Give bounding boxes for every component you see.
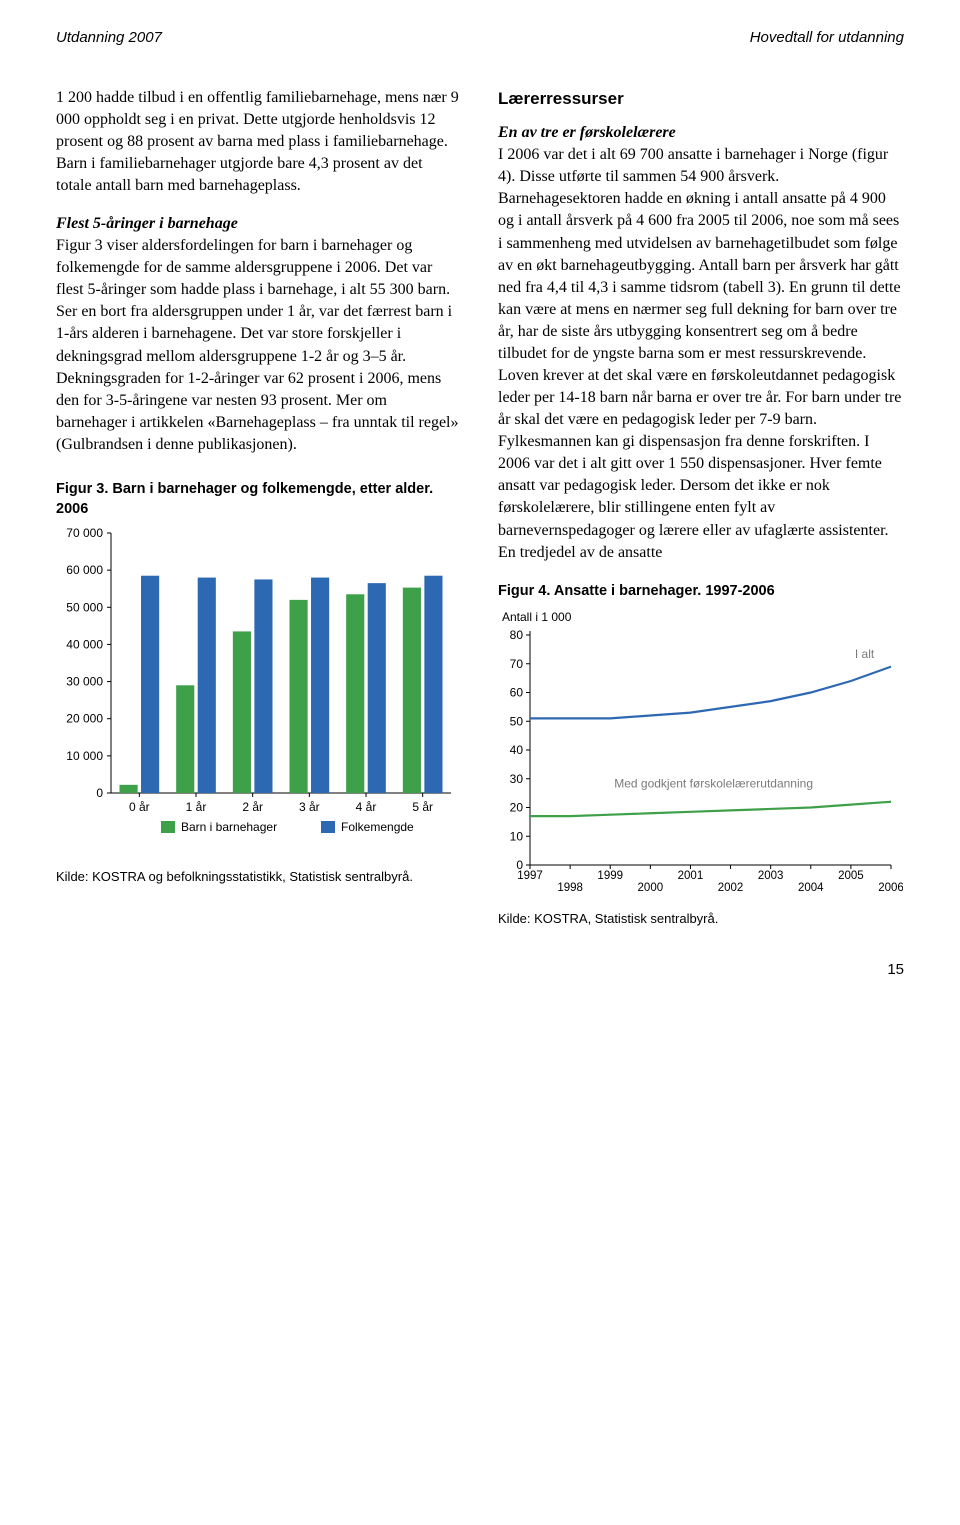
svg-text:2005: 2005: [838, 870, 864, 882]
left-subhead: Flest 5-åringer i barnehage: [56, 215, 238, 232]
svg-text:Barn i barnehager: Barn i barnehager: [181, 820, 277, 834]
figure-3-source: Kilde: KOSTRA og befolkningsstatistikk, …: [56, 868, 462, 886]
svg-text:Folkemengde: Folkemengde: [341, 820, 414, 834]
svg-text:2004: 2004: [798, 882, 824, 894]
svg-text:80: 80: [510, 628, 524, 642]
svg-text:2000: 2000: [638, 882, 664, 894]
figure-4: Figur 4. Ansatte i barnehager. 1997-2006…: [498, 582, 904, 929]
svg-text:70 000: 70 000: [66, 526, 103, 540]
header-right: Hovedtall for utdanning: [750, 28, 904, 49]
svg-text:Med godkjent førskolelærerutda: Med godkjent førskolelærerutdanning: [614, 777, 813, 791]
running-header: Utdanning 2007 Hovedtall for utdanning: [56, 28, 904, 49]
two-column-body: 1 200 hadde tilbud i en offentlig famili…: [56, 87, 904, 929]
svg-text:4 år: 4 år: [356, 800, 377, 814]
page-number: 15: [56, 960, 904, 981]
svg-text:30 000: 30 000: [66, 675, 103, 689]
svg-text:2001: 2001: [678, 870, 704, 882]
header-left: Utdanning 2007: [56, 28, 162, 49]
svg-text:20: 20: [510, 801, 524, 815]
figure-4-title: Figur 4. Ansatte i barnehager. 1997-2006: [498, 582, 904, 602]
svg-text:50 000: 50 000: [66, 600, 103, 614]
svg-text:0: 0: [96, 786, 103, 800]
svg-text:10 000: 10 000: [66, 749, 103, 763]
left-para-2: Figur 3 viser aldersfordelingen for barn…: [56, 237, 459, 453]
svg-text:60: 60: [510, 686, 524, 700]
svg-text:2003: 2003: [758, 870, 784, 882]
figure-4-source: Kilde: KOSTRA, Statistisk sentralbyrå.: [498, 910, 904, 928]
svg-text:60 000: 60 000: [66, 563, 103, 577]
svg-text:Antall i 1 000: Antall i 1 000: [502, 610, 572, 624]
right-subhead: En av tre er førskolelærere: [498, 124, 676, 141]
left-column: 1 200 hadde tilbud i en offentlig famili…: [56, 87, 462, 929]
svg-text:I alt: I alt: [855, 647, 875, 661]
svg-text:70: 70: [510, 657, 524, 671]
svg-text:30: 30: [510, 772, 524, 786]
svg-text:1997: 1997: [517, 870, 543, 882]
section-heading: Lærerressurser: [498, 87, 904, 110]
right-para-1: I 2006 var det i alt 69 700 ansatte i ba…: [498, 146, 901, 560]
svg-text:50: 50: [510, 715, 524, 729]
right-column: Lærerressurser En av tre er førskolelære…: [498, 87, 904, 929]
svg-text:1 år: 1 år: [186, 800, 207, 814]
left-para-1: 1 200 hadde tilbud i en offentlig famili…: [56, 87, 462, 197]
svg-text:0 år: 0 år: [129, 800, 150, 814]
svg-text:20 000: 20 000: [66, 712, 103, 726]
figure-3: Figur 3. Barn i barnehager og folkemengd…: [56, 480, 462, 886]
svg-text:10: 10: [510, 830, 524, 844]
figure-3-chart: 0 10 000 20 000 30 000 40 000 50 000 60 000 70 …: [56, 525, 461, 855]
svg-text:1998: 1998: [557, 882, 583, 894]
figure-4-chart: Antall i 1 00001020304050607080199719981…: [498, 607, 903, 897]
svg-text:3 år: 3 år: [299, 800, 320, 814]
svg-text:2006: 2006: [878, 882, 903, 894]
figure-3-title: Figur 3. Barn i barnehager og folkemengd…: [56, 480, 462, 519]
svg-text:2 år: 2 år: [242, 800, 263, 814]
svg-text:2002: 2002: [718, 882, 744, 894]
svg-text:1999: 1999: [597, 870, 623, 882]
svg-text:5 år: 5 år: [412, 800, 433, 814]
svg-text:40 000: 40 000: [66, 637, 103, 651]
svg-text:40: 40: [510, 743, 524, 757]
